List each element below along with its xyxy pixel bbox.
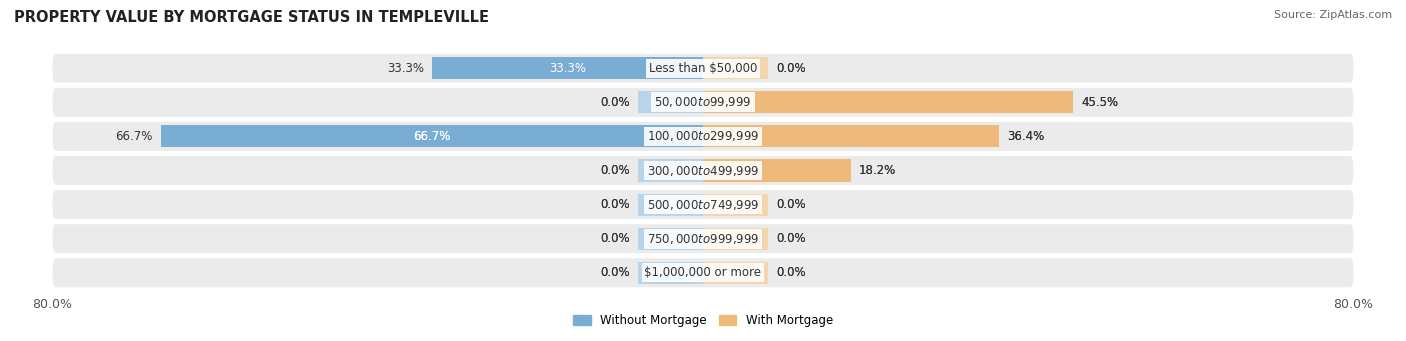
Bar — [638, 262, 703, 284]
Text: 0.0%: 0.0% — [600, 164, 630, 177]
Text: $100,000 to $299,999: $100,000 to $299,999 — [647, 129, 759, 144]
Bar — [703, 125, 1000, 147]
Bar — [703, 159, 851, 181]
Bar — [432, 57, 703, 79]
Text: 0.0%: 0.0% — [776, 232, 806, 245]
Text: 18.2%: 18.2% — [859, 164, 897, 177]
Text: 18.2%: 18.2% — [859, 164, 897, 177]
Text: 0.0%: 0.0% — [776, 266, 806, 279]
FancyBboxPatch shape — [52, 224, 1354, 253]
Text: 45.5%: 45.5% — [1081, 96, 1118, 109]
Text: 36.4%: 36.4% — [1007, 130, 1045, 143]
Bar — [638, 193, 703, 216]
Bar — [638, 91, 703, 113]
FancyBboxPatch shape — [52, 54, 1354, 83]
FancyBboxPatch shape — [52, 88, 1354, 117]
Text: 33.3%: 33.3% — [387, 62, 425, 75]
Text: 0.0%: 0.0% — [600, 232, 630, 245]
Text: $1,000,000 or more: $1,000,000 or more — [644, 266, 762, 279]
Bar — [703, 57, 768, 79]
Text: $750,000 to $999,999: $750,000 to $999,999 — [647, 232, 759, 246]
Text: 0.0%: 0.0% — [600, 198, 630, 211]
Text: Source: ZipAtlas.com: Source: ZipAtlas.com — [1274, 10, 1392, 20]
Bar — [703, 228, 768, 250]
Text: $300,000 to $499,999: $300,000 to $499,999 — [647, 163, 759, 178]
Text: 0.0%: 0.0% — [776, 198, 806, 211]
Text: Less than $50,000: Less than $50,000 — [648, 62, 758, 75]
Text: 0.0%: 0.0% — [776, 62, 806, 75]
Text: 36.4%: 36.4% — [1007, 130, 1045, 143]
Text: 66.7%: 66.7% — [115, 130, 152, 143]
Text: 0.0%: 0.0% — [776, 198, 806, 211]
Bar — [638, 159, 703, 181]
Bar — [638, 228, 703, 250]
Bar — [703, 262, 768, 284]
Text: $50,000 to $99,999: $50,000 to $99,999 — [654, 95, 752, 109]
Text: 66.7%: 66.7% — [413, 130, 450, 143]
Text: 0.0%: 0.0% — [600, 232, 630, 245]
Text: 66.7%: 66.7% — [413, 130, 450, 143]
FancyBboxPatch shape — [52, 156, 1354, 185]
Text: 0.0%: 0.0% — [600, 198, 630, 211]
Text: 0.0%: 0.0% — [600, 266, 630, 279]
Bar — [160, 125, 703, 147]
Text: 0.0%: 0.0% — [600, 96, 630, 109]
Text: 0.0%: 0.0% — [776, 62, 806, 75]
Text: 0.0%: 0.0% — [600, 96, 630, 109]
Text: 0.0%: 0.0% — [776, 266, 806, 279]
Legend: Without Mortgage, With Mortgage: Without Mortgage, With Mortgage — [568, 309, 838, 331]
Text: 33.3%: 33.3% — [550, 62, 586, 75]
FancyBboxPatch shape — [52, 122, 1354, 151]
Bar — [703, 91, 1073, 113]
Text: 0.0%: 0.0% — [600, 164, 630, 177]
Bar — [703, 193, 768, 216]
FancyBboxPatch shape — [52, 190, 1354, 219]
Text: PROPERTY VALUE BY MORTGAGE STATUS IN TEMPLEVILLE: PROPERTY VALUE BY MORTGAGE STATUS IN TEM… — [14, 10, 489, 25]
FancyBboxPatch shape — [52, 258, 1354, 287]
Text: 0.0%: 0.0% — [776, 232, 806, 245]
Text: 45.5%: 45.5% — [1081, 96, 1118, 109]
Text: 0.0%: 0.0% — [600, 266, 630, 279]
Text: $500,000 to $749,999: $500,000 to $749,999 — [647, 197, 759, 212]
